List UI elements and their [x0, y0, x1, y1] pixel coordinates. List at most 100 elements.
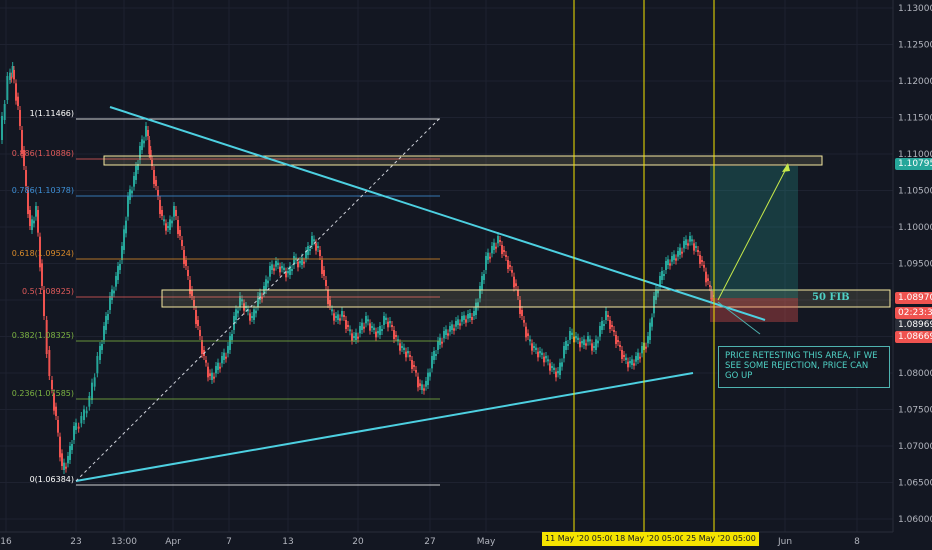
- candle-body: [423, 388, 425, 391]
- candle-body: [103, 326, 105, 340]
- candle-body: [399, 343, 401, 351]
- candle-body: [169, 219, 171, 230]
- fib-50-label: 50 FIB: [812, 292, 850, 303]
- candle-body: [309, 249, 311, 251]
- candle-body: [537, 351, 539, 358]
- candle-body: [379, 326, 381, 335]
- candle-body: [145, 126, 147, 137]
- price-tick-label: 1.07000: [898, 442, 932, 452]
- candle-body: [39, 236, 41, 268]
- candle-body: [471, 317, 473, 320]
- candle-body: [225, 356, 227, 359]
- price-tick-label: 1.07500: [898, 406, 932, 416]
- candle-body: [365, 316, 367, 324]
- candle-body: [555, 371, 557, 378]
- candle-body: [105, 316, 107, 330]
- candle-body: [201, 340, 203, 354]
- candle-body: [449, 326, 451, 332]
- candle-body: [685, 239, 687, 245]
- candle-body: [193, 300, 195, 306]
- candle-body: [213, 376, 215, 379]
- candle-body: [693, 243, 695, 251]
- candle-body: [55, 406, 57, 416]
- candle-body: [393, 330, 395, 339]
- candle-body: [148, 140, 151, 154]
- candle-body: [421, 384, 423, 390]
- candle-body: [157, 190, 159, 196]
- price-badge-stop: 1.08669: [895, 331, 932, 343]
- price-tick-label: 1.08000: [898, 369, 932, 379]
- candle-body: [607, 315, 609, 317]
- candle-body: [96, 356, 99, 374]
- candle-body: [523, 320, 525, 323]
- candle-body: [587, 336, 589, 342]
- candle-body: [647, 336, 649, 344]
- candle-body: [297, 261, 299, 268]
- candle-body: [83, 409, 85, 420]
- candle-body: [19, 110, 21, 126]
- candle-body: [623, 355, 625, 357]
- candle-body: [501, 245, 503, 254]
- descending-trendline[interactable]: [109, 106, 766, 321]
- candle-body: [51, 380, 53, 390]
- candle-body: [41, 263, 43, 286]
- candle-body: [385, 317, 387, 320]
- candle-body: [323, 270, 325, 276]
- candle-body: [229, 336, 231, 350]
- candle-body: [329, 300, 331, 306]
- fib-level-label: 0.5(1.08925): [22, 287, 74, 296]
- candle-body: [9, 72, 11, 80]
- analysis-note[interactable]: PRICE RETESTING THIS AREA, IF WE SEE SOM…: [718, 346, 890, 388]
- candle-body: [53, 393, 55, 411]
- candle-body: [425, 381, 427, 387]
- fib-50-zone-box[interactable]: [161, 289, 891, 308]
- candle-body: [705, 271, 707, 283]
- candle-body: [63, 462, 65, 470]
- candle-body: [701, 260, 703, 262]
- candle-body: [141, 139, 143, 150]
- candle-body: [175, 210, 177, 216]
- candle-body: [181, 240, 183, 246]
- long-position-loss-area[interactable]: [710, 298, 798, 322]
- candle-body: [267, 280, 269, 284]
- long-position-profit-area[interactable]: [710, 166, 798, 298]
- candle-body: [33, 220, 35, 224]
- candle-body: [35, 206, 37, 217]
- candle-body: [65, 466, 67, 469]
- candle-body: [513, 276, 515, 288]
- candle-body: [291, 269, 293, 271]
- time-tick-label: 23: [70, 537, 81, 547]
- candle-body: [159, 200, 161, 214]
- candle-body: [29, 210, 31, 226]
- candle-body: [479, 286, 481, 299]
- candle-body: [405, 351, 407, 358]
- candle-body: [273, 268, 275, 271]
- time-axis[interactable]: 16 23 13:00 Apr 7 13 20 27 May Jun 8: [0, 537, 860, 547]
- candle-body: [435, 354, 437, 356]
- candle-body: [535, 347, 537, 350]
- candle-body: [613, 330, 615, 332]
- candle-body: [695, 246, 697, 248]
- candle-body: [437, 341, 439, 350]
- fib-level-label: 1(1.11466): [30, 109, 74, 118]
- candle-body: [275, 261, 277, 267]
- resistance-zone-box[interactable]: [103, 155, 823, 166]
- candle-body: [687, 243, 689, 246]
- candle-body: [477, 302, 479, 307]
- candle-body: [281, 266, 283, 269]
- candle-body: [495, 246, 497, 249]
- candle-body: [631, 359, 633, 365]
- candle-body: [575, 336, 577, 339]
- candle-body: [149, 150, 152, 156]
- fib-retracement[interactable]: 1(1.11466) 0.886(1.10886) 0.786(1.10378) 0.…: [12, 109, 440, 486]
- candle-body: [633, 363, 635, 366]
- candle-body: [185, 260, 187, 266]
- price-axis[interactable]: 1.13000 1.12500 1.12000 1.11500 1.11000 1.105…: [898, 4, 932, 525]
- candle-body: [173, 206, 175, 217]
- candle-body: [249, 313, 251, 321]
- candle-body: [605, 311, 607, 320]
- candle-body: [101, 344, 103, 350]
- ascending-trendline[interactable]: [75, 372, 694, 482]
- candle-body: [217, 362, 219, 370]
